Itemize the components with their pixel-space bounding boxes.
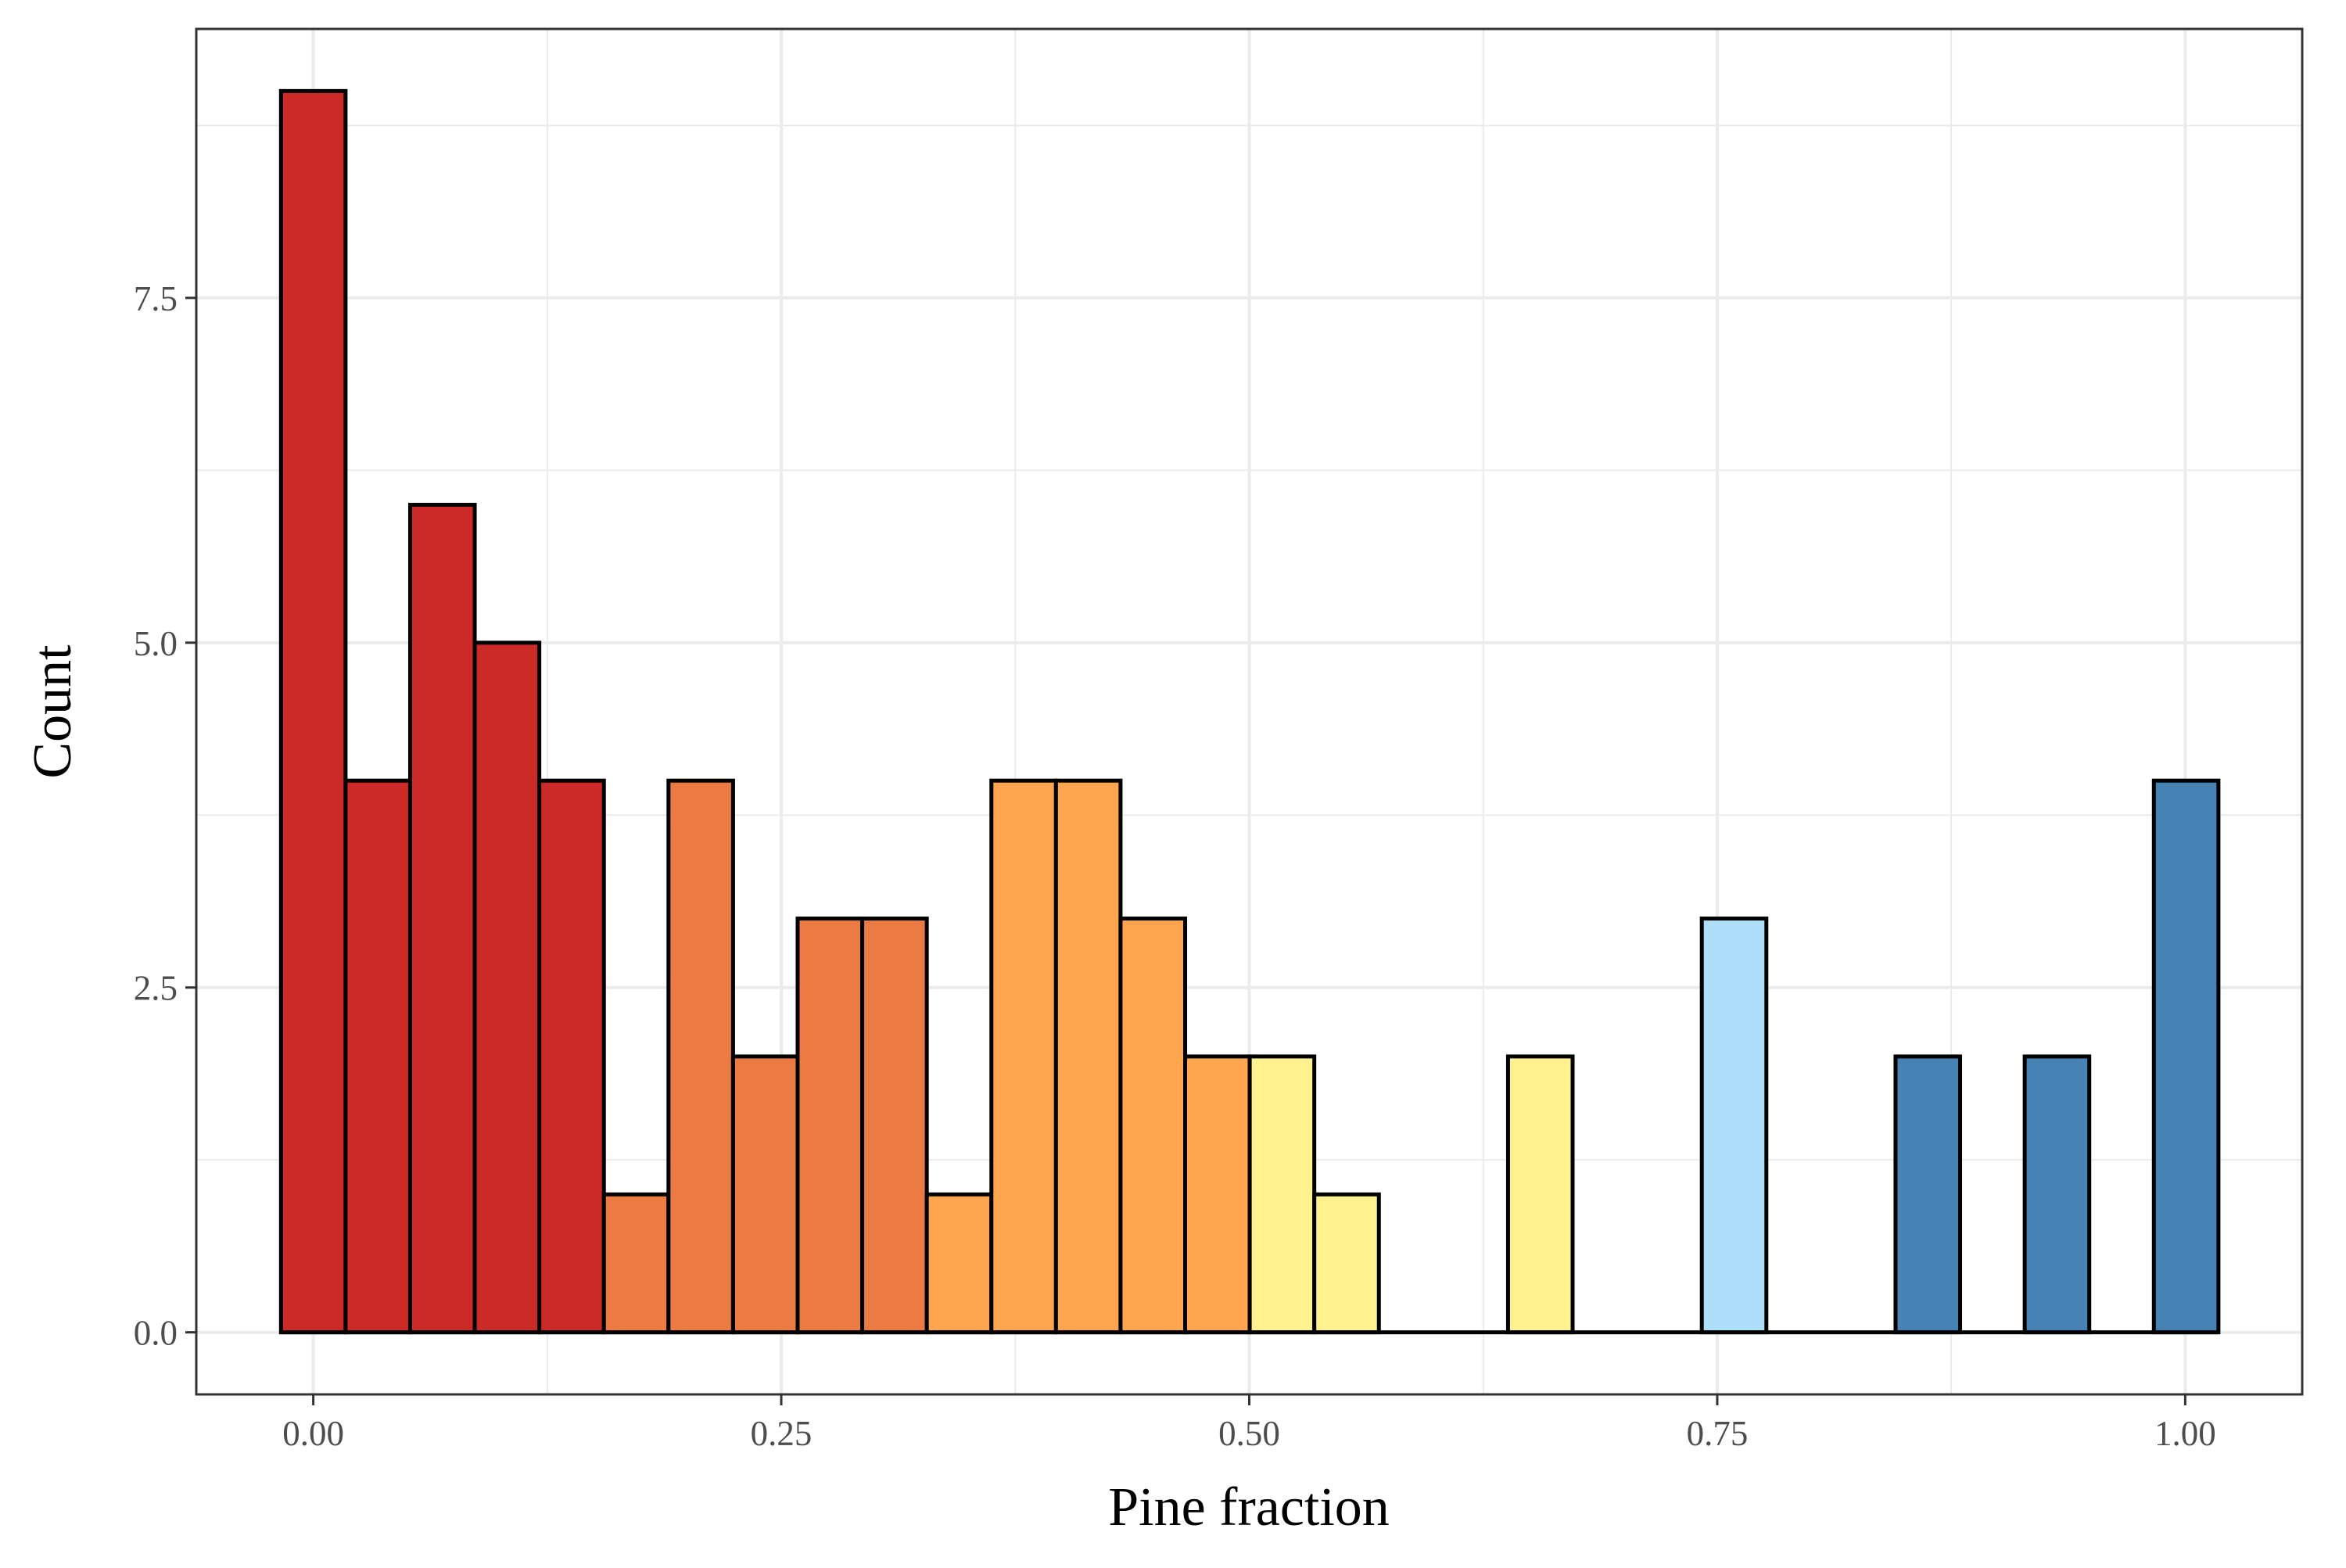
histogram-bar <box>2022 1054 2092 1335</box>
histogram-bar <box>1053 778 1123 1335</box>
x-tick-label: 1.00 <box>2154 1414 2216 1453</box>
y-tick-label: 0.0 <box>134 1314 178 1353</box>
histogram-bar <box>1118 917 1188 1335</box>
histogram-bar <box>1505 1054 1575 1335</box>
histogram-bar <box>666 778 735 1335</box>
histogram-bar <box>989 778 1058 1335</box>
x-axis-ticks: 0.00 0.25 0.50 0.75 1.00 <box>282 1394 2216 1453</box>
histogram-bar <box>278 88 348 1335</box>
histogram-bar <box>924 1192 994 1335</box>
y-axis-ticks: 0.0 2.5 5.0 7.5 <box>134 279 196 1353</box>
histogram-bar <box>537 778 606 1335</box>
x-tick-label: 0.25 <box>751 1414 812 1453</box>
histogram-bar <box>1312 1192 1381 1335</box>
histogram-bar <box>472 640 542 1335</box>
histogram-bar <box>795 917 865 1335</box>
bars-layer <box>278 88 2221 1335</box>
x-tick-label: 0.50 <box>1218 1414 1280 1453</box>
y-axis-title: Count <box>23 644 83 779</box>
histogram-bar <box>1893 1054 1963 1335</box>
histogram-bar <box>730 1054 800 1335</box>
histogram-bar <box>407 502 477 1335</box>
y-tick-label: 7.5 <box>134 279 178 318</box>
histogram-bar <box>1699 917 1769 1335</box>
histogram-bar <box>1183 1054 1252 1335</box>
x-axis-title: Pine fraction <box>1108 1477 1390 1538</box>
x-tick-label: 0.75 <box>1687 1414 1749 1453</box>
y-tick-label: 2.5 <box>134 969 178 1008</box>
histogram-bar <box>860 917 929 1335</box>
histogram-bar <box>2151 778 2221 1335</box>
histogram-bar <box>343 778 412 1335</box>
histogram-bar <box>601 1192 671 1335</box>
y-tick-label: 5.0 <box>134 624 178 663</box>
histogram-bar <box>1247 1054 1317 1335</box>
x-tick-label: 0.00 <box>282 1414 344 1453</box>
